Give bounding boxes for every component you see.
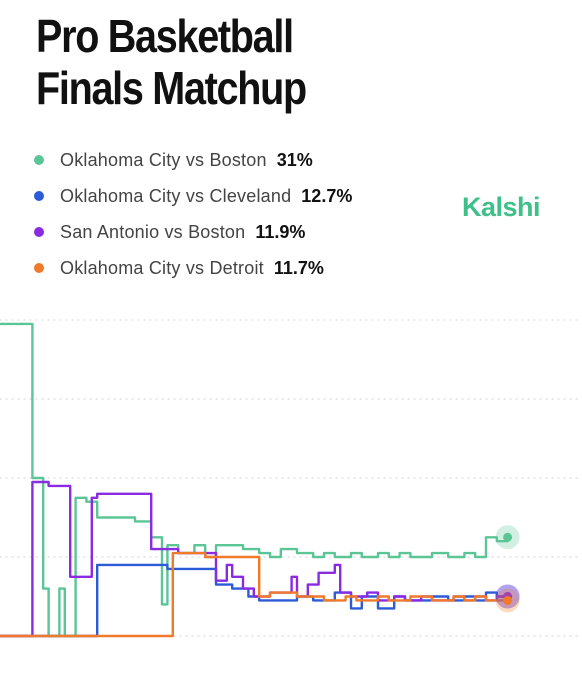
- legend: Oklahoma City vs Boston 31% Oklahoma Cit…: [34, 142, 352, 286]
- series-line-3: [0, 551, 508, 638]
- legend-item-okc-boston: Oklahoma City vs Boston 31%: [34, 142, 352, 178]
- legend-dot-icon: [34, 263, 44, 273]
- legend-dot-icon: [34, 227, 44, 237]
- legend-item-okc-cleveland: Oklahoma City vs Cleveland 12.7%: [34, 178, 352, 214]
- legend-series-name: Oklahoma City vs Boston: [60, 149, 267, 170]
- legend-series-name: San Antonio vs Boston: [60, 221, 246, 242]
- legend-dot-icon: [34, 191, 44, 201]
- legend-series-percent: 12.7%: [301, 185, 353, 206]
- legend-item-okc-detroit: Oklahoma City vs Detroit 11.7%: [34, 250, 352, 286]
- legend-series-name: Oklahoma City vs Detroit: [60, 257, 264, 278]
- line-chart: [0, 319, 582, 638]
- legend-series-percent: 11.9%: [255, 221, 306, 242]
- legend-series-percent: 11.7%: [273, 257, 324, 278]
- chart-title: Pro Basketball Finals Matchup: [36, 10, 307, 114]
- series-end-point-0: [503, 532, 513, 542]
- series-line-1: [0, 563, 508, 638]
- legend-dot-icon: [34, 155, 44, 165]
- kalshi-logo: Kalshi: [462, 192, 541, 222]
- legend-series-name: Oklahoma City vs Cleveland: [60, 185, 292, 206]
- legend-item-sa-boston: San Antonio vs Boston 11.9%: [34, 214, 352, 250]
- series-end-point-3: [503, 595, 513, 605]
- legend-series-percent: 31%: [276, 149, 313, 170]
- series-line-0: [0, 322, 509, 638]
